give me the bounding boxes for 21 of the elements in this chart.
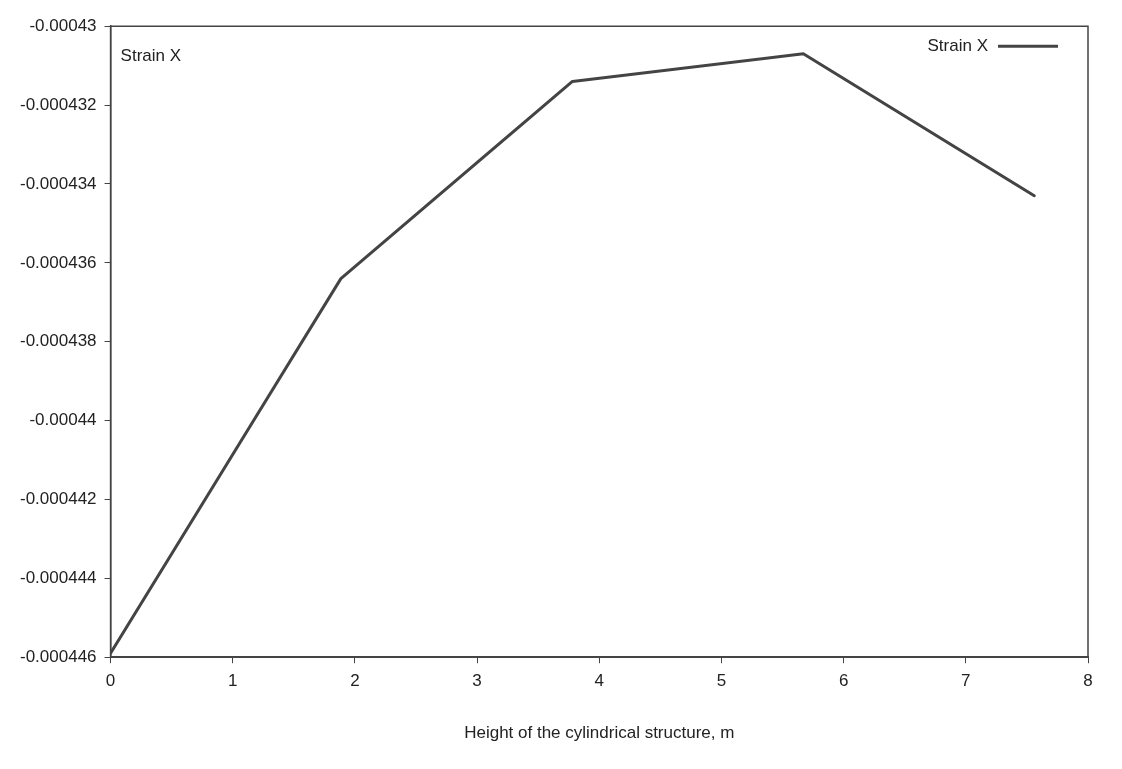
annotation: Strain X [120, 45, 182, 65]
x-tick-label: 6 [838, 671, 849, 691]
y-tick-label: -0.000446 [19, 646, 97, 666]
y-tick-label: -0.000436 [19, 252, 97, 272]
x-tick-label: 8 [1083, 671, 1093, 691]
x-tick-label: 2 [350, 671, 360, 691]
y-tick-label: -0.000444 [19, 568, 97, 588]
y-tick-label: -0.000434 [19, 173, 97, 193]
x-tick-label: 3 [472, 671, 482, 691]
y-tick-label: -0.00043 [29, 15, 97, 35]
x-tick-label: 1 [228, 671, 238, 691]
x-tick-label: 7 [961, 671, 971, 691]
y-tick-label: -0.000438 [19, 331, 97, 351]
x-tick-label: 0 [105, 671, 116, 691]
legend-label: Strain X [927, 35, 988, 55]
y-tick-label: -0.00044 [29, 410, 97, 430]
y-tick-label: -0.000432 [19, 94, 97, 114]
y-tick-label: -0.000442 [19, 489, 97, 509]
x-tick-label: 5 [716, 671, 727, 691]
x-axis-title: Height of the cylindrical structure, m [464, 723, 735, 743]
x-tick-label: 4 [594, 671, 605, 691]
